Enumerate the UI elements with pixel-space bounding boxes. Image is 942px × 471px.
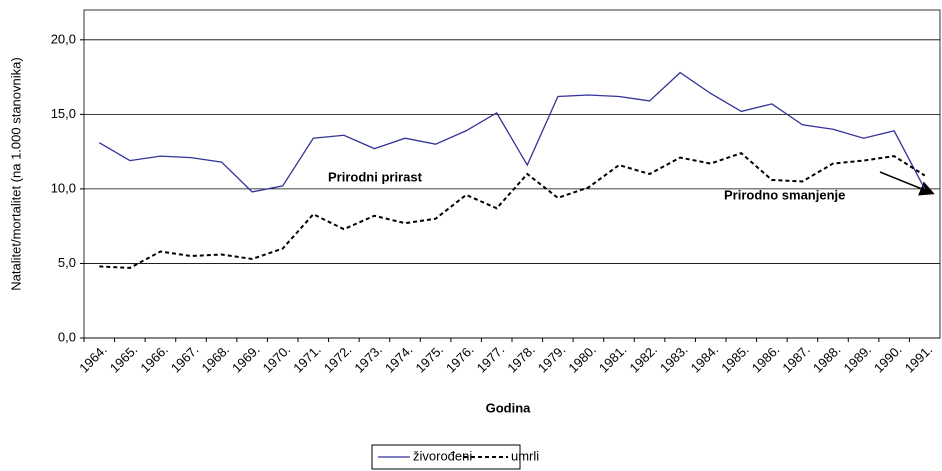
x-tick-label: 1982. [627,342,661,376]
y-tick-label: 5,0 [58,255,76,270]
x-tick-label: 1976. [443,342,477,376]
plot-frame [83,9,941,339]
x-tick-label: 1983. [657,342,691,376]
x-tick-label: 1979. [535,342,569,376]
x-tick-label: 1966. [137,342,171,376]
y-tick-label: 15,0 [51,106,76,121]
legend-label: živorođeni [413,448,472,463]
series-line [99,151,926,269]
x-tick-label: 1967. [168,342,202,376]
x-tick-label: 1968. [199,342,233,376]
y-tick-label: 0,0 [58,329,76,344]
legend-label: umrli [511,448,539,463]
x-tick-label: 1975. [413,342,447,376]
x-tick-label: 1974. [382,342,416,376]
x-tick-label: 1971. [290,342,324,376]
x-tick-label: 1980. [565,342,599,376]
y-tick-label: 20,0 [51,31,76,46]
x-tick-label: 1990. [871,342,905,376]
x-tick-label: 1965. [107,342,141,376]
annotation: Prirodni prirast [328,169,423,184]
x-tick-label: 1970. [260,342,294,376]
x-tick-label: 1987. [779,342,813,376]
annotation-arrow [879,171,935,196]
x-tick-label: 1978. [504,342,538,376]
x-tick-label: 1964. [76,342,110,376]
x-tick-label: 1981. [596,342,630,376]
x-tick-label: 1989. [841,342,875,376]
annotation: Prirodno smanjenje [724,187,845,202]
x-tick-label: 1984. [688,342,722,376]
x-tick-label: 1986. [749,342,783,376]
y-tick-label: 10,0 [51,180,76,195]
x-tick-label: 1973. [351,342,385,376]
x-axis-title: Godina [486,400,532,415]
y-axis-title: Natalitet/mortalitet (na 1.000 stanovnik… [8,57,23,290]
x-tick-label: 1969. [229,342,263,376]
x-tick-label: 1988. [810,342,844,376]
x-tick-label: 1991. [902,342,936,376]
x-tick-label: 1972. [321,342,355,376]
x-tick-label: 1985. [718,342,752,376]
x-tick-label: 1977. [474,342,508,376]
series-line [98,71,926,193]
